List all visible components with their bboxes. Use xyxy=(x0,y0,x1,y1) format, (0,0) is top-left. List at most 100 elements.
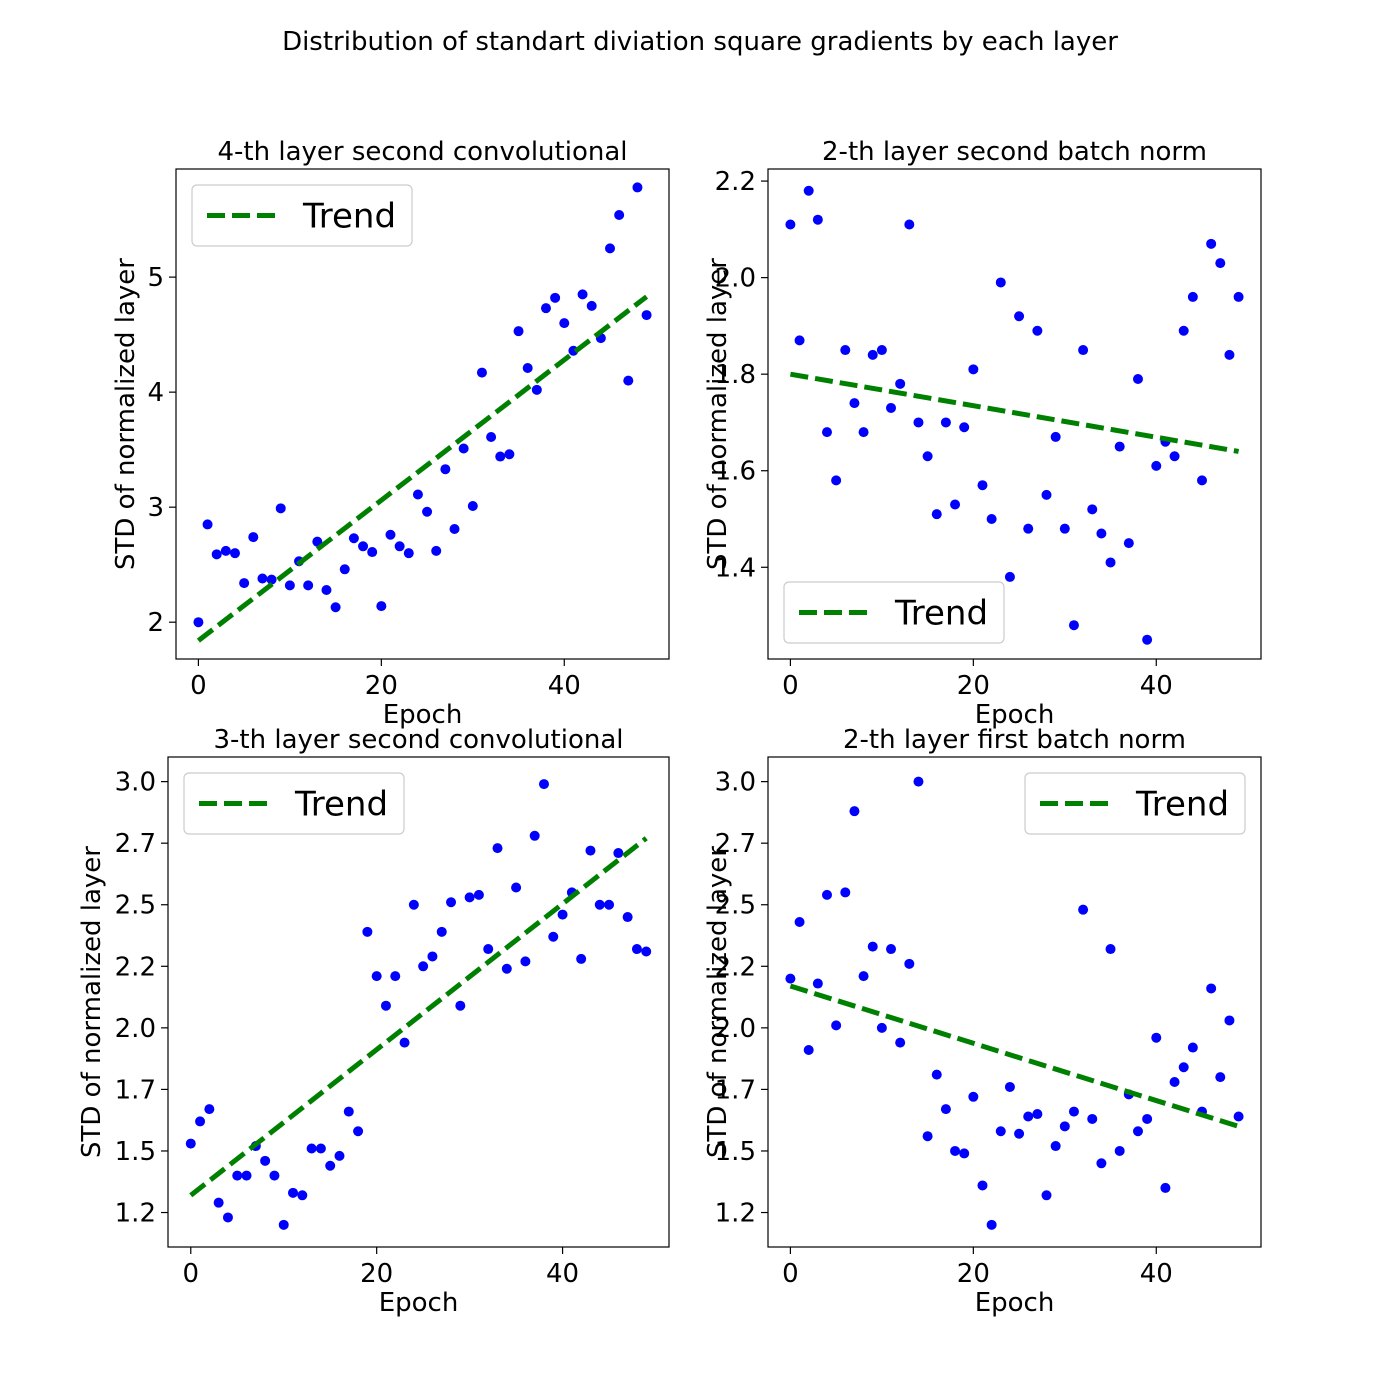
data-point xyxy=(1014,1128,1025,1139)
x-tick-label: 0 xyxy=(190,671,207,701)
data-point xyxy=(1014,311,1025,322)
data-point xyxy=(1078,904,1089,915)
data-point xyxy=(1114,441,1125,452)
data-point xyxy=(1151,1032,1162,1043)
data-point xyxy=(913,417,924,428)
data-point xyxy=(613,848,624,859)
data-point xyxy=(540,303,551,314)
data-point xyxy=(968,364,979,375)
data-point xyxy=(408,899,419,910)
data-point xyxy=(513,326,524,337)
data-point xyxy=(623,375,634,386)
data-point xyxy=(995,1126,1006,1137)
data-point xyxy=(531,384,542,395)
data-point xyxy=(831,1020,842,1031)
legend-box xyxy=(1024,772,1246,835)
y-tick-label: 2.0 xyxy=(715,1014,756,1044)
data-point xyxy=(858,971,869,982)
data-point xyxy=(959,1148,970,1159)
data-point xyxy=(1050,431,1061,442)
data-point xyxy=(1004,1081,1015,1092)
data-point xyxy=(278,1219,289,1230)
data-point xyxy=(464,892,475,903)
y-axis-label: STD of normalized layer xyxy=(703,846,733,1158)
data-point xyxy=(1059,1121,1070,1132)
legend-label: Trend xyxy=(1135,785,1229,825)
data-point xyxy=(959,422,970,433)
data-point xyxy=(614,210,625,221)
data-point xyxy=(577,289,588,300)
data-point xyxy=(1151,460,1162,471)
data-point xyxy=(266,574,277,585)
data-point xyxy=(185,1138,196,1149)
data-point xyxy=(922,451,933,462)
data-point xyxy=(1068,620,1079,631)
x-axis-label: Epoch xyxy=(975,700,1055,730)
data-point xyxy=(1215,258,1226,269)
y-tick-label: 1.7 xyxy=(715,1075,756,1105)
data-point xyxy=(220,545,231,556)
subplot-4: 2-th layer first batch norm 0 20 40 1.2 1.5 1.… xyxy=(703,725,1262,1318)
data-point xyxy=(202,519,213,530)
data-point xyxy=(222,1212,233,1223)
data-point xyxy=(1224,1015,1235,1026)
data-point xyxy=(1032,1109,1043,1120)
axes-frame xyxy=(175,168,670,660)
y-tick-label: 1.5 xyxy=(715,1137,756,1167)
data-point xyxy=(840,345,851,356)
data-point xyxy=(260,1155,271,1166)
x-tick-label: 20 xyxy=(957,1259,990,1289)
y-axis-label: STD of normalized layer xyxy=(111,258,141,570)
y-tick-label: 2.7 xyxy=(115,829,156,859)
data-point xyxy=(353,1126,364,1137)
data-point xyxy=(1206,983,1217,994)
data-point xyxy=(376,601,387,612)
data-point xyxy=(550,292,561,303)
data-point xyxy=(821,889,832,900)
data-point xyxy=(229,548,240,559)
y-tick-label: 5 xyxy=(147,263,164,293)
data-point xyxy=(632,182,643,193)
data-point xyxy=(1187,1042,1198,1053)
data-point xyxy=(248,532,259,543)
subplot-3: 3-th layer second convolutional 0 20 40 1.2 1… xyxy=(77,725,670,1318)
x-tick-label: 20 xyxy=(365,671,398,701)
legend: Trend xyxy=(191,184,413,247)
figure-title: Distribution of standart diviation squar… xyxy=(282,27,1118,57)
data-point xyxy=(284,580,295,591)
data-point xyxy=(193,617,204,628)
data-point xyxy=(904,958,915,969)
data-point xyxy=(631,944,642,955)
x-axis-label: Epoch xyxy=(383,700,463,730)
data-point xyxy=(886,944,897,955)
data-point xyxy=(1233,291,1244,302)
data-point xyxy=(241,1170,252,1181)
data-point xyxy=(449,524,460,535)
data-point xyxy=(362,926,373,937)
legend-box xyxy=(183,772,405,835)
data-point xyxy=(504,449,515,460)
y-tick-label: 2.0 xyxy=(115,1014,156,1044)
data-point xyxy=(458,443,469,454)
data-point xyxy=(803,185,814,196)
y-tick-label: 1.4 xyxy=(715,553,756,583)
y-tick-label: 1.7 xyxy=(115,1075,156,1105)
data-point xyxy=(455,1000,466,1011)
trend-line xyxy=(189,836,648,1198)
data-point xyxy=(330,602,341,613)
data-point xyxy=(380,1000,391,1011)
data-point xyxy=(867,941,878,952)
legend: Trend xyxy=(783,581,1005,644)
data-point xyxy=(794,916,805,927)
data-point xyxy=(1132,1126,1143,1137)
data-point xyxy=(297,1190,308,1201)
data-point xyxy=(436,926,447,937)
axes-frame xyxy=(167,756,670,1248)
data-point xyxy=(492,843,503,854)
data-point xyxy=(1215,1072,1226,1083)
data-point xyxy=(641,946,652,957)
data-point xyxy=(785,973,796,984)
data-point xyxy=(1169,451,1180,462)
data-point xyxy=(812,978,823,989)
